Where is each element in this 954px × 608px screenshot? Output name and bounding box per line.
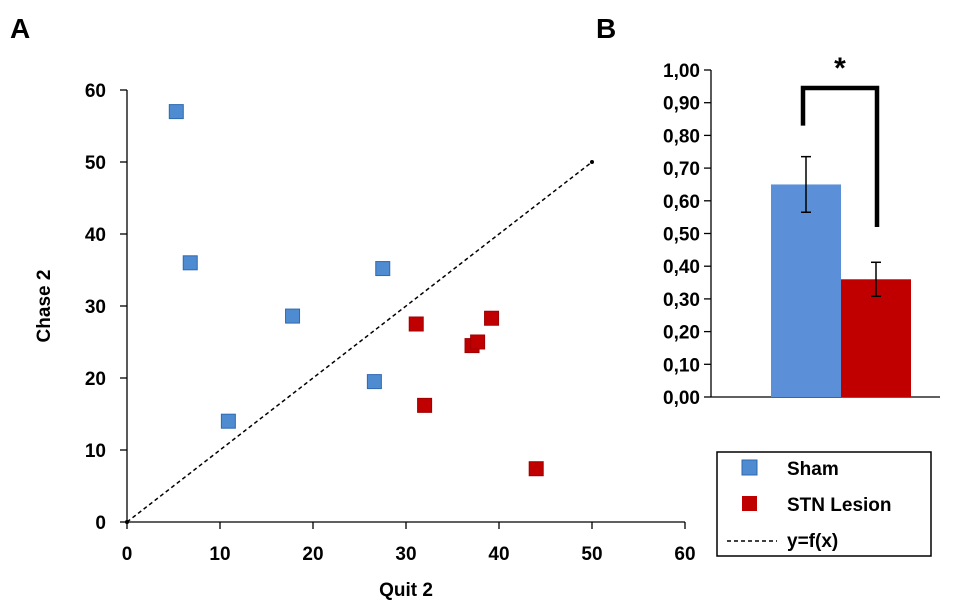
bar-y-tick-label: 1,00 <box>663 61 700 82</box>
scatter-x-axis-label: Quit 2 <box>379 580 433 601</box>
scatter-y-tick-label: 0 <box>95 513 106 534</box>
bar-y-tick-label: 0,10 <box>663 355 700 376</box>
scatter-y-tick-label: 50 <box>85 153 106 174</box>
legend: Sham STN Lesion y=f(x) <box>716 451 932 557</box>
significance-bracket <box>800 85 880 227</box>
scatter-y-tick-label: 20 <box>85 369 106 390</box>
stn-lesion-point <box>528 461 544 477</box>
scatter-x-tick-label: 40 <box>488 544 509 565</box>
bar-y-tick-label: 0,70 <box>663 159 700 180</box>
scatter-y-tick-label: 30 <box>85 297 106 318</box>
sham-point <box>168 104 184 120</box>
bar-y-tick-label: 0,90 <box>663 94 700 115</box>
bar-stn-lesion <box>841 279 911 397</box>
scatter-x-tick-label: 0 <box>122 544 133 565</box>
legend-swatch-stn-lesion <box>742 496 757 511</box>
scatter-y-tick-label: 10 <box>85 441 106 462</box>
bar-y-tick-label: 0,80 <box>663 126 700 147</box>
scatter-y-axis-label: Chase 2 <box>34 270 55 343</box>
sham-point <box>375 261 391 277</box>
bar-y-tick-label: 0,50 <box>663 225 700 246</box>
bar-y-tick-label: 0,00 <box>663 388 700 409</box>
scatter-x-tick-label: 30 <box>395 544 416 565</box>
stn-lesion-point <box>408 316 424 332</box>
legend-label-sham: Sham <box>787 459 839 480</box>
bar-y-tick-label: 0,20 <box>663 323 700 344</box>
panel-label-b: B <box>596 13 616 44</box>
bar-y-tick-label: 0,30 <box>663 290 700 311</box>
legend-label-stn-lesion: STN Lesion <box>787 495 892 516</box>
reference-line-point <box>125 520 129 524</box>
reference-line-point <box>590 160 594 164</box>
legend-swatch-sham <box>741 459 758 476</box>
sham-point <box>182 255 198 271</box>
scatter-y-tick-label: 40 <box>85 225 106 246</box>
stn-lesion-point <box>470 334 486 350</box>
scatter-x-tick-label: 50 <box>581 544 602 565</box>
sham-point <box>285 308 301 324</box>
sham-point <box>366 374 382 390</box>
scatter-marks <box>125 104 594 524</box>
legend-label-yfx: y=f(x) <box>787 531 838 552</box>
bar-y-tick-label: 0,40 <box>663 257 700 278</box>
scatter-y-tick-label: 60 <box>85 81 106 102</box>
scatter-x-tick-label: 60 <box>674 544 695 565</box>
stn-lesion-point <box>417 397 433 413</box>
bar-axes: 0,00 0,10 0,20 0,30 0,40 0,50 0,60 0,70 0,80 0,90… <box>663 61 940 409</box>
stn-lesion-point <box>484 310 500 326</box>
panel-label-a: A <box>10 13 30 44</box>
significance-marker: * <box>834 52 846 85</box>
scatter-x-tick-label: 20 <box>302 544 323 565</box>
bar-y-tick-label: 0,60 <box>663 192 700 213</box>
scatter-x-tick-label: 10 <box>209 544 230 565</box>
bar-marks: * <box>771 52 911 397</box>
sham-point <box>220 413 236 429</box>
reference-line-yfx <box>126 161 593 523</box>
bar-sham <box>771 184 841 397</box>
scatter-axes: 0 10 20 30 40 50 60 0 10 20 30 40 50 60 <box>85 81 696 565</box>
